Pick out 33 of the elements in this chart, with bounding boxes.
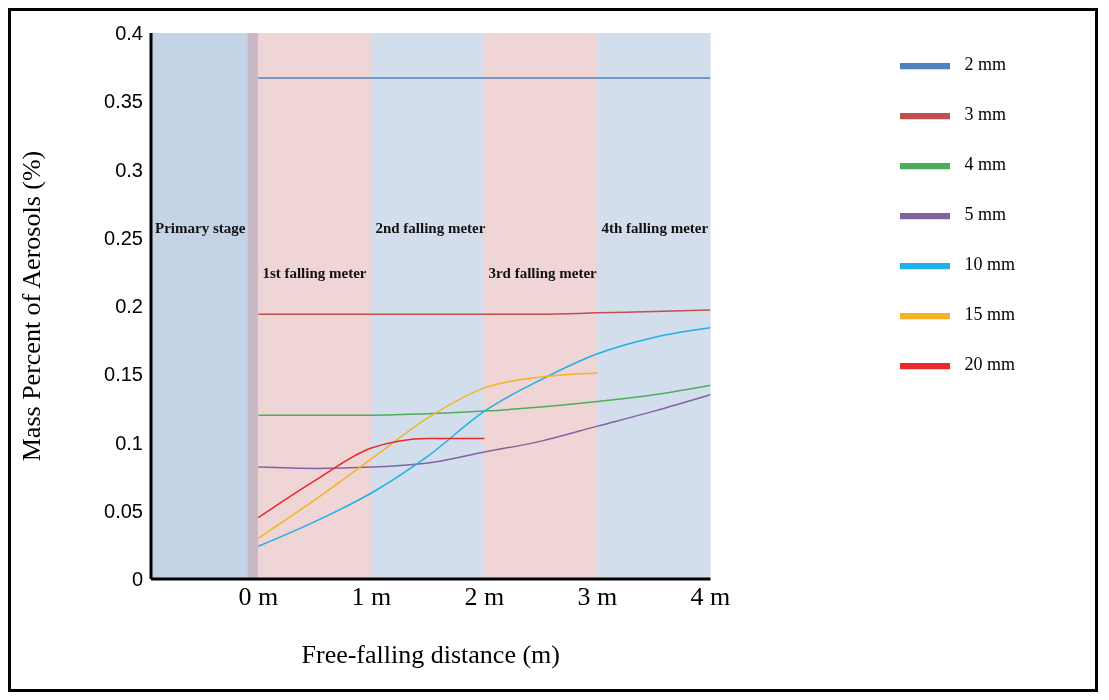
y-tick-label: 0.15 — [104, 363, 143, 386]
line-series — [257, 393, 711, 470]
legend-label: 20 mm — [964, 354, 1015, 375]
x-axis-title: Free-falling distance (m) — [301, 640, 560, 669]
y-tick-label: 0.1 — [115, 431, 143, 454]
legend-label: 4 mm — [964, 154, 1006, 175]
y-axis-title: Mass Percent of Aerosols (%) — [17, 150, 47, 462]
band-label: Primary stage — [155, 219, 246, 236]
band-label: 3rd falling meter — [488, 264, 598, 281]
x-tick-label: 4 m — [690, 582, 731, 612]
x-tick-label: 2 m — [464, 582, 505, 612]
y-tick-label: 0.35 — [104, 90, 143, 113]
legend-label: 15 mm — [964, 304, 1015, 325]
x-tick-label: 0 m — [238, 582, 279, 612]
y-tick-label: 0.05 — [104, 499, 143, 522]
x-tick-label: 3 m — [577, 582, 618, 612]
y-tick-label: 0.25 — [104, 226, 143, 249]
line-series — [257, 384, 711, 416]
y-tick-label: 0.3 — [115, 158, 143, 181]
line-series — [257, 372, 599, 539]
legend-label: 2 mm — [964, 54, 1006, 75]
y-tick-label: 0 — [131, 568, 143, 591]
y-tick-label: 0.4 — [115, 22, 143, 45]
line-series — [257, 437, 486, 519]
legend-label: 3 mm — [964, 104, 1006, 125]
x-tick-label: 1 m — [351, 582, 392, 612]
legend-label: 5 mm — [964, 204, 1006, 225]
band-label: 1st falling meter — [262, 264, 367, 281]
line-series — [257, 327, 711, 547]
legend-label: 10 mm — [964, 254, 1015, 275]
y-tick-label: 0.2 — [115, 295, 143, 318]
band-label: 4th falling meter — [601, 219, 709, 236]
band-label: 2nd falling meter — [375, 219, 486, 236]
